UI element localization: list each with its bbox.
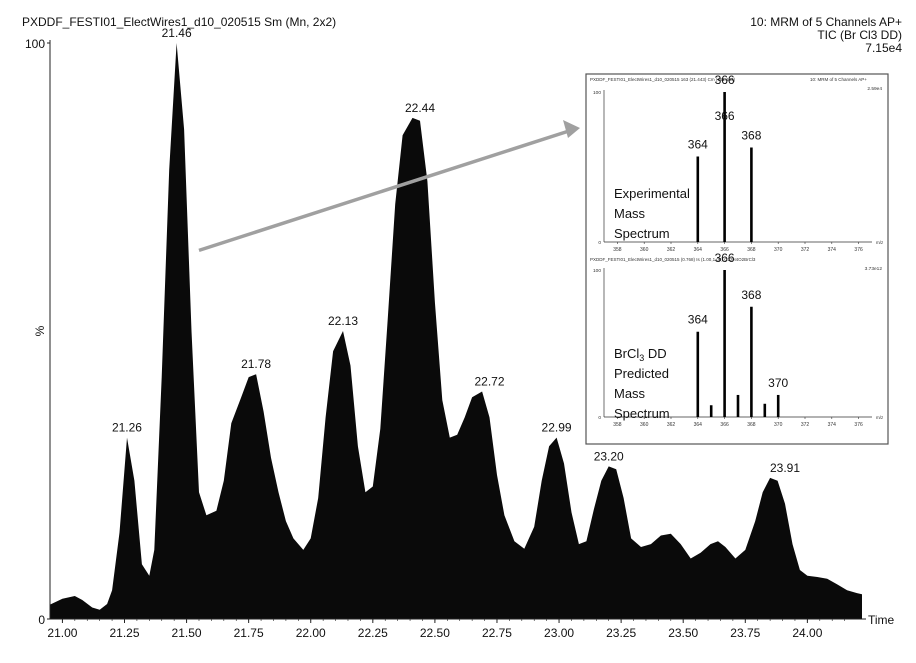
- spectrum-x-tick-label: 376: [854, 422, 863, 428]
- x-tick-label: 21.50: [172, 626, 202, 640]
- spectrum-x-tick-label: 364: [694, 422, 703, 428]
- spectrum-header-right: 10: MRM of 5 Channels AP+: [810, 77, 867, 82]
- spectrum-peak-label: 366: [715, 251, 735, 265]
- peak-label: 23.91: [770, 461, 800, 475]
- spectrum-x-tick-label: 364: [694, 247, 703, 253]
- x-tick-label: 22.25: [358, 626, 388, 640]
- spectrum-bar: [696, 156, 700, 242]
- x-tick-label: 22.50: [420, 626, 450, 640]
- inset-frame: [585, 73, 889, 445]
- spectrum-x-label: m/z: [876, 415, 884, 420]
- peak-label: 21.78: [241, 357, 271, 371]
- peak-label: 21.26: [112, 421, 142, 435]
- spectrum-bar: [723, 92, 726, 242]
- spectrum-x-tick-label: 370: [774, 247, 783, 253]
- spectrum-annotation: Spectrum: [614, 226, 670, 241]
- spectrum-annotation: Predicted: [614, 366, 669, 381]
- file-title: PXDDF_FESTI01_ElectWires1_d10_020515 Sm …: [22, 15, 337, 29]
- x-tick-label: 23.50: [668, 626, 698, 640]
- spectrum-peak-label: 368: [741, 129, 761, 143]
- spectrum-bar: [776, 394, 780, 417]
- spectrum-peak-label: 366: [715, 73, 735, 87]
- spectrum-x-tick-label: 366: [720, 422, 729, 428]
- spectrum-y-tick: 0: [598, 240, 601, 246]
- spectrum-header: PXDDF_FESTI01_ElectWires1_d10_020515 (0.…: [590, 257, 756, 262]
- spectrum-y-tick: 100: [593, 90, 601, 96]
- spectrum-annotation: Mass: [614, 206, 646, 221]
- x-tick-label: 23.00: [544, 626, 574, 640]
- spectrum-y-tick: 0: [598, 415, 601, 421]
- x-tick-label: 23.75: [730, 626, 760, 640]
- spectrum-x-tick-label: 376: [854, 247, 863, 253]
- spectrum-x-tick-label: 360: [640, 422, 649, 428]
- peak-label: 21.46: [162, 26, 192, 40]
- scan-description: 10: MRM of 5 Channels AP+: [750, 15, 902, 29]
- x-axis-label: Time: [868, 613, 895, 627]
- spectrum-peak-label: 366: [715, 109, 735, 123]
- x-tick-label: 21.25: [109, 626, 139, 640]
- spectrum-inset: PXDDF_FESTI01_ElectWires1_d10_020515 163…: [585, 73, 889, 445]
- chromatogram-area: [50, 43, 862, 619]
- spectrum-annotation: Experimental: [614, 186, 690, 201]
- peak-label: 22.99: [542, 421, 572, 435]
- predicted-spectrum: PXDDF_FESTI01_ElectWires1_d10_020515 (0.…: [590, 251, 884, 428]
- spectrum-bar: [736, 394, 740, 417]
- spectrum-bar: [750, 306, 753, 417]
- x-tick-label: 24.00: [792, 626, 822, 640]
- spectrum-annotation: Mass: [614, 386, 646, 401]
- spectrum-peak-label: 364: [688, 138, 708, 152]
- spectrum-x-label: m/z: [876, 240, 884, 245]
- spectrum-bar: [696, 331, 700, 417]
- spectrum-x-tick-label: 362: [667, 422, 676, 428]
- experimental-spectrum: PXDDF_FESTI01_ElectWires1_d10_020515 163…: [590, 73, 884, 253]
- y-tick-label: 100: [25, 37, 45, 51]
- spectrum-bar: [723, 270, 726, 417]
- annotation-subscript: 3: [639, 353, 644, 363]
- spectrum-x-tick-label: 374: [828, 422, 837, 428]
- spectrum-x-tick-label: 368: [747, 247, 756, 253]
- peak-label: 23.20: [594, 449, 624, 463]
- spectrum-x-tick-label: 372: [801, 422, 810, 428]
- spectrum-peak-label: 364: [688, 313, 708, 327]
- spectrum-x-tick-label: 358: [613, 247, 622, 253]
- trace-description: TIC (Br Cl3 DD): [817, 28, 902, 42]
- spectrum-bar: [763, 403, 767, 417]
- spectrum-x-tick-label: 368: [747, 422, 756, 428]
- spectrum-bar: [709, 405, 713, 417]
- max-intensity: 7.15e4: [865, 41, 902, 55]
- x-tick-label: 22.75: [482, 626, 512, 640]
- spectrum-x-tick-label: 358: [613, 422, 622, 428]
- inset-arrow-shaft: [198, 128, 573, 253]
- spectrum-x-tick-label: 362: [667, 247, 676, 253]
- peak-label: 22.72: [475, 374, 505, 388]
- y-tick-label: 0: [38, 613, 45, 627]
- spectrum-header: PXDDF_FESTI01_ElectWires1_d10_020515 163…: [590, 77, 736, 82]
- spectrum-annotation: Spectrum: [614, 406, 670, 421]
- spectrum-peak-label: 368: [741, 288, 761, 302]
- x-tick-label: 22.00: [296, 626, 326, 640]
- x-tick-label: 23.25: [606, 626, 636, 640]
- spectrum-intensity: 3.73e12: [865, 266, 883, 272]
- spectrum-annotation: BrCl3 DD: [614, 346, 667, 363]
- spectrum-x-tick-label: 360: [640, 247, 649, 253]
- peak-label: 22.44: [405, 101, 435, 115]
- spectrum-bar: [750, 147, 753, 242]
- spectrum-y-tick: 100: [593, 268, 601, 274]
- peak-label: 22.13: [328, 314, 358, 328]
- spectrum-x-tick-label: 370: [774, 422, 783, 428]
- spectrum-x-tick-label: 374: [828, 247, 837, 253]
- y-axis-label: %: [33, 325, 47, 336]
- spectrum-x-tick-label: 372: [801, 247, 810, 253]
- x-tick-label: 21.00: [47, 626, 77, 640]
- spectrum-peak-label: 370: [768, 376, 788, 390]
- x-tick-label: 21.75: [234, 626, 264, 640]
- inset-arrow-head: [563, 120, 580, 138]
- spectrum-intensity: 2.59e4: [867, 86, 882, 92]
- annotation-rest: DD: [644, 346, 666, 361]
- spectrum-x-tick-label: 366: [720, 247, 729, 253]
